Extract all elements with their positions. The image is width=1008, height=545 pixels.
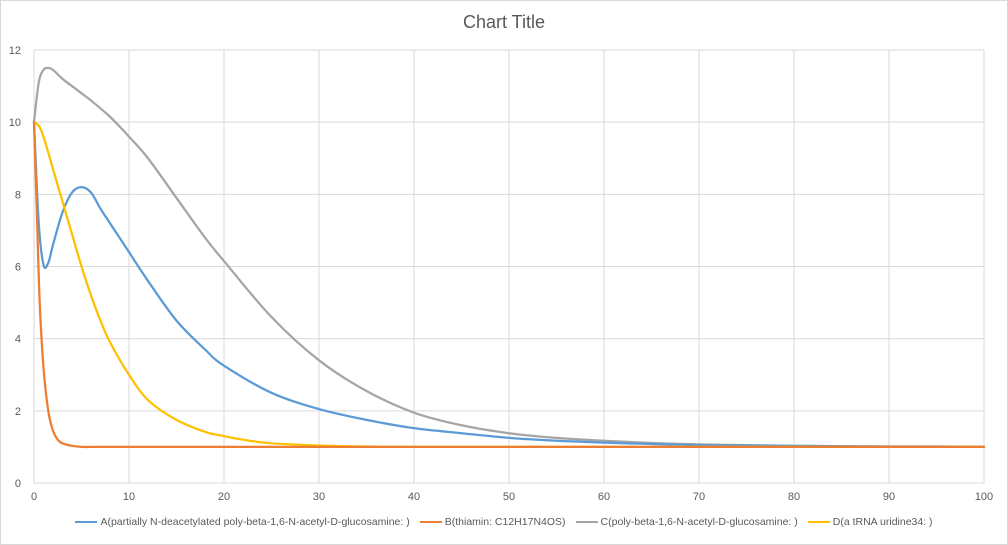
- legend-label: B(thiamin: C12H17N4OS): [444, 516, 566, 528]
- x-tick-label: 40: [408, 491, 420, 503]
- legend-item: B(thiamin: C12H17N4OS): [419, 516, 566, 528]
- series-line-b: [32, 121, 986, 449]
- legend-swatch: [419, 521, 442, 523]
- legend-label: D(a tRNA uridine34: ): [832, 516, 933, 528]
- series-line-a: [32, 121, 986, 449]
- legend-label: A(partially N-deacetylated poly-beta-1,6…: [100, 516, 410, 528]
- legend-swatch: [807, 521, 830, 523]
- legend: A(partially N-deacetylated poly-beta-1,6…: [0, 516, 1008, 528]
- x-tick-label: 100: [975, 491, 993, 503]
- legend-label: C(poly-beta-1,6-N-acetyl-D-glucosamine: …: [600, 516, 798, 528]
- x-tick-label: 20: [218, 491, 230, 503]
- y-tick-label: 4: [15, 334, 21, 346]
- y-tick-label: 2: [15, 406, 21, 418]
- y-tick-label: 10: [9, 117, 21, 129]
- y-tick-label: 0: [15, 478, 21, 490]
- legend-swatch: [575, 521, 598, 523]
- y-tick-label: 6: [15, 262, 21, 274]
- x-tick-label: 50: [503, 491, 515, 503]
- x-tick-label: 80: [788, 491, 800, 503]
- y-tick-label: 12: [9, 45, 21, 57]
- legend-swatch: [75, 521, 98, 523]
- y-tick-label: 8: [15, 189, 21, 201]
- x-tick-label: 90: [883, 491, 895, 503]
- x-tick-label: 70: [693, 491, 705, 503]
- x-tick-label: 30: [313, 491, 325, 503]
- x-tick-label: 0: [31, 491, 37, 503]
- legend-item: D(a tRNA uridine34: ): [807, 516, 933, 528]
- x-tick-label: 10: [123, 491, 135, 503]
- legend-item: A(partially N-deacetylated poly-beta-1,6…: [75, 516, 410, 528]
- legend-item: C(poly-beta-1,6-N-acetyl-D-glucosamine: …: [575, 516, 798, 528]
- x-tick-label: 60: [598, 491, 610, 503]
- chart-title: Chart Title: [462, 12, 546, 32]
